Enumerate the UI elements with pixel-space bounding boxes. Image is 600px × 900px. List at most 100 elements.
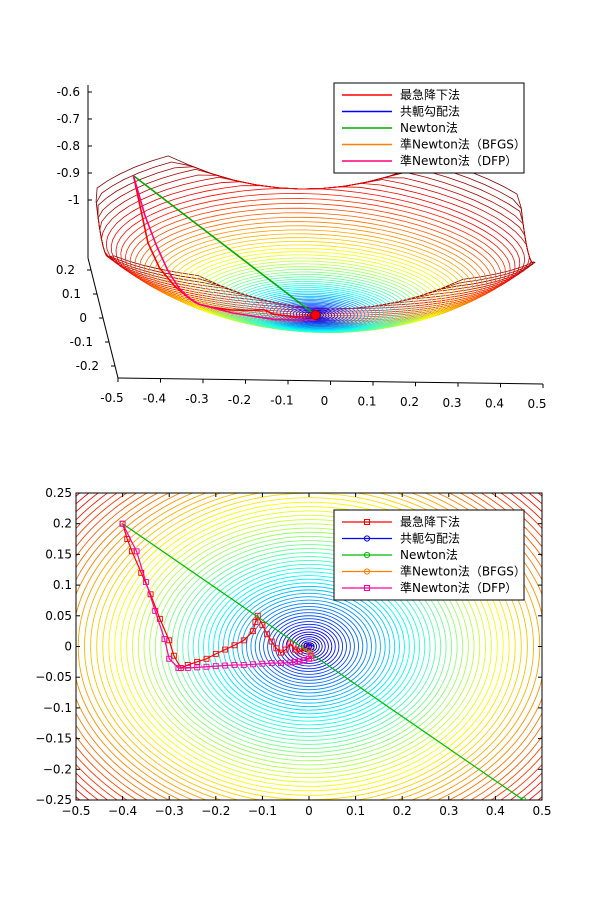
data-point bbox=[152, 607, 159, 614]
data-point bbox=[222, 662, 229, 669]
contour-line bbox=[279, 302, 352, 326]
contour-line bbox=[286, 305, 345, 324]
y-tick-label: 0.05 bbox=[45, 609, 72, 623]
contour-line bbox=[223, 276, 408, 333]
contour-line bbox=[143, 216, 488, 322]
data-point bbox=[212, 663, 219, 670]
x-tick-label: −0.3 bbox=[155, 804, 184, 818]
z-tick-label: -0.9 bbox=[57, 166, 80, 180]
contour-line bbox=[304, 311, 327, 319]
x-tick-label: 0 bbox=[305, 804, 313, 818]
contour-line bbox=[126, 510, 492, 783]
contour-line bbox=[96, 493, 522, 800]
data-point bbox=[203, 663, 210, 670]
data-point bbox=[268, 660, 275, 667]
data-point bbox=[240, 661, 247, 668]
x-tick-label: -0.3 bbox=[185, 392, 208, 406]
data-point bbox=[296, 648, 303, 655]
data-point bbox=[231, 642, 238, 649]
contour-line bbox=[241, 596, 377, 697]
contour-line bbox=[272, 300, 359, 327]
contour-line bbox=[263, 612, 355, 681]
contour-line bbox=[115, 187, 516, 310]
z-tick-label: -1 bbox=[68, 193, 80, 207]
y-tick-label: −0.2 bbox=[43, 762, 72, 776]
data-point bbox=[119, 520, 126, 527]
contour-line bbox=[171, 544, 447, 749]
y-tick-label: 0 bbox=[79, 311, 87, 325]
data-point bbox=[259, 660, 266, 667]
legend-marker bbox=[364, 519, 370, 525]
legend-label: 準Newton法（DFP） bbox=[400, 153, 517, 168]
data-point bbox=[184, 665, 191, 671]
contour-line bbox=[154, 531, 464, 762]
x-tick-label: 0.3 bbox=[439, 804, 458, 818]
data-point bbox=[250, 661, 257, 668]
data-point bbox=[175, 665, 182, 671]
data-point bbox=[231, 661, 238, 668]
contour-line bbox=[110, 185, 521, 310]
contour-line bbox=[129, 202, 502, 316]
contour-line bbox=[239, 285, 392, 332]
contour-line bbox=[227, 278, 404, 333]
data-point bbox=[252, 618, 259, 625]
contour-line bbox=[139, 212, 492, 320]
x-tick-label: 0.5 bbox=[532, 804, 551, 818]
legend-label: 共軛勾配法 bbox=[400, 532, 460, 546]
y-tick-label: −0.05 bbox=[35, 670, 72, 684]
contour-line bbox=[0, 382, 600, 900]
contour-field bbox=[0, 382, 600, 900]
contour-line bbox=[283, 304, 348, 325]
contour-line bbox=[84, 493, 534, 800]
data-point bbox=[194, 658, 201, 665]
data-point bbox=[138, 569, 145, 576]
data-point bbox=[282, 646, 289, 653]
contour-line bbox=[237, 592, 381, 701]
contour-line bbox=[120, 506, 498, 787]
contour-line bbox=[125, 198, 506, 314]
series-line bbox=[122, 523, 312, 669]
contour-line bbox=[285, 629, 333, 664]
x-tick-label: −0.2 bbox=[201, 804, 230, 818]
data-point bbox=[268, 638, 275, 645]
y-tick-label: 0.2 bbox=[56, 263, 75, 277]
contour-line bbox=[120, 193, 511, 312]
data-point bbox=[240, 637, 247, 644]
panel-2d: −0.5 −0.4 −0.3 −0.2 −0.1 0 0.1 0.2 0.3 0.4 0.5 0.25… bbox=[0, 382, 600, 900]
x-tick-label: 0.3 bbox=[442, 396, 461, 410]
data-point bbox=[259, 622, 266, 628]
contour-line bbox=[187, 556, 431, 737]
z-tick-label: -0.6 bbox=[57, 85, 80, 99]
surface-contours bbox=[95, 155, 536, 333]
y-tick-label: −0.15 bbox=[35, 732, 72, 746]
y-tick-label: −0.1 bbox=[43, 701, 72, 715]
minimum-marker bbox=[310, 310, 321, 320]
contour-line bbox=[160, 535, 458, 758]
x-tick-label: 0.1 bbox=[346, 804, 365, 818]
contour-line bbox=[282, 626, 336, 667]
x-tick-label: -0.1 bbox=[270, 393, 293, 407]
contour-line bbox=[143, 523, 475, 770]
x-tick-label: -0.5 bbox=[100, 391, 123, 405]
data-point bbox=[278, 660, 284, 667]
data-point bbox=[133, 548, 140, 555]
x-tick-label: 0.2 bbox=[393, 804, 412, 818]
contour-line bbox=[295, 308, 336, 322]
series-line bbox=[122, 523, 524, 800]
legend-label: Newton法 bbox=[400, 121, 458, 135]
contour-line bbox=[197, 563, 421, 730]
contour-line bbox=[231, 280, 400, 333]
contour-line bbox=[90, 493, 528, 800]
data-point bbox=[264, 631, 271, 638]
contour-line bbox=[292, 307, 339, 322]
data-point bbox=[287, 640, 294, 647]
data-point bbox=[222, 646, 229, 653]
data-point bbox=[166, 655, 173, 662]
contour-line bbox=[101, 176, 530, 310]
y-tick-label: 0 bbox=[64, 640, 72, 654]
contour-line bbox=[262, 295, 369, 329]
legend-label: 準Newton法（BFGS） bbox=[400, 564, 526, 579]
